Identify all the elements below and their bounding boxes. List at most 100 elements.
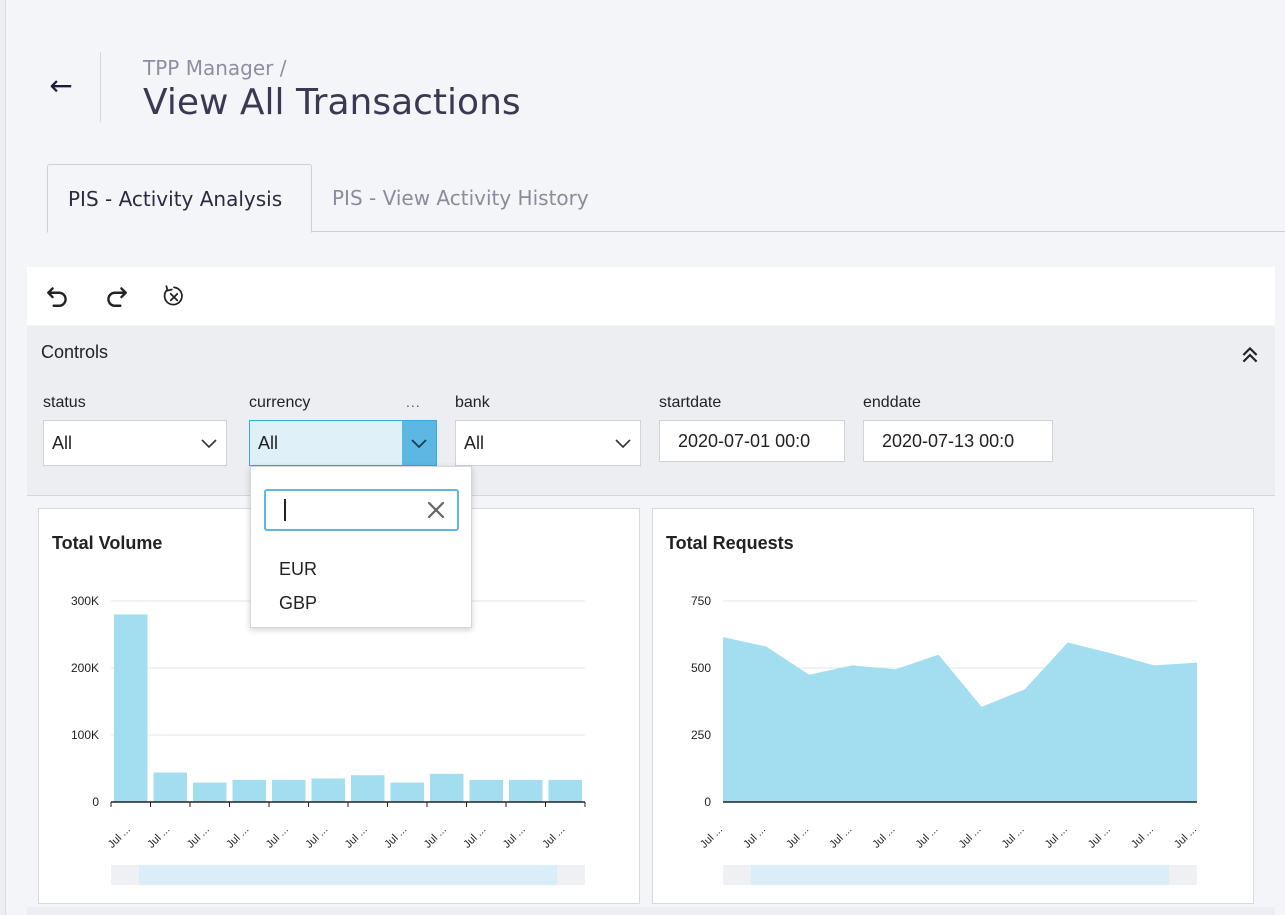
bar bbox=[509, 779, 543, 802]
x-tick-label: Jul ... bbox=[264, 824, 291, 851]
range-slider-handle bbox=[751, 865, 1169, 885]
y-tick-label: 500 bbox=[691, 661, 711, 675]
arrow-left-icon: ← bbox=[49, 68, 73, 102]
reset-button[interactable] bbox=[157, 279, 191, 313]
x-tick-label: Jul ... bbox=[698, 824, 725, 851]
bar bbox=[114, 614, 148, 802]
bar bbox=[272, 779, 306, 802]
chart-title: Total Volume bbox=[52, 533, 163, 553]
x-tick-label: Jul ... bbox=[145, 824, 172, 851]
bank-label: bank bbox=[455, 394, 490, 411]
currency-value: All bbox=[258, 432, 279, 453]
bar bbox=[153, 772, 187, 802]
page-title: View All Transactions bbox=[143, 82, 521, 123]
y-tick-label: 250 bbox=[691, 728, 711, 742]
redo-button[interactable] bbox=[99, 279, 133, 313]
enddate-label: enddate bbox=[863, 394, 921, 411]
area-series bbox=[723, 637, 1197, 802]
y-tick-label: 300K bbox=[71, 594, 99, 608]
reset-icon bbox=[163, 285, 183, 306]
x-tick-label: Jul ... bbox=[1000, 824, 1027, 851]
y-tick-label: 100K bbox=[71, 728, 99, 742]
text-caret bbox=[284, 499, 286, 521]
status-value: All bbox=[52, 432, 73, 453]
currency-control: currency All bbox=[249, 394, 437, 466]
x-tick-label: Jul ... bbox=[343, 824, 370, 851]
bank-control: bank All bbox=[455, 394, 641, 466]
x-tick-label: Jul ... bbox=[501, 824, 528, 851]
x-tick-label: Jul ... bbox=[540, 824, 567, 851]
tab-activity-analysis[interactable]: PIS - Activity Analysis bbox=[47, 164, 312, 233]
y-tick-label: 200K bbox=[71, 661, 99, 675]
y-tick-label: 0 bbox=[92, 795, 99, 809]
status-select[interactable]: All bbox=[43, 420, 227, 466]
bar bbox=[351, 775, 385, 802]
y-tick-label: 750 bbox=[691, 594, 711, 608]
bar bbox=[232, 779, 266, 802]
x-tick-label: Jul ... bbox=[382, 824, 409, 851]
x-tick-label: Jul ... bbox=[784, 824, 811, 851]
startdate-input[interactable]: 2020-07-01 00:0 bbox=[659, 420, 845, 462]
x-tick-label: Jul ... bbox=[1129, 824, 1156, 851]
y-tick-label: 0 bbox=[704, 795, 711, 809]
header-divider bbox=[100, 52, 101, 122]
status-control: status All bbox=[43, 394, 227, 466]
currency-select[interactable]: All bbox=[249, 420, 437, 466]
chart-title: Total Requests bbox=[666, 533, 794, 553]
x-tick-label: Jul ... bbox=[224, 824, 251, 851]
bar bbox=[469, 779, 503, 802]
x-tick-label: Jul ... bbox=[1086, 824, 1113, 851]
chevron-down-icon bbox=[606, 421, 640, 465]
startdate-label: startdate bbox=[659, 394, 722, 411]
chevron-down-icon bbox=[192, 421, 226, 465]
undo-icon bbox=[47, 287, 67, 307]
tab-bar: PIS - Activity Analysis PIS - View Activ… bbox=[47, 164, 1285, 233]
enddate-input[interactable]: 2020-07-13 00:0 bbox=[863, 420, 1053, 462]
bar bbox=[390, 782, 424, 802]
currency-option-eur[interactable]: EUR bbox=[279, 559, 318, 579]
x-tick-label: Jul ... bbox=[185, 824, 212, 851]
bank-value: All bbox=[464, 432, 485, 453]
close-icon[interactable] bbox=[423, 497, 449, 523]
bar bbox=[311, 778, 345, 802]
chevron-down-icon bbox=[402, 421, 436, 465]
tab-view-activity-history[interactable]: PIS - View Activity History bbox=[332, 186, 589, 210]
breadcrumb[interactable]: TPP Manager / bbox=[143, 56, 287, 80]
total-volume-svg: 300K 200K 100K 0 Jul ... Jul ... Jul ... Jul ..… bbox=[71, 594, 586, 885]
currency-option-gbp[interactable]: GBP bbox=[279, 593, 318, 613]
enddate-control: enddate 2020-07-13 00:0 bbox=[863, 394, 1053, 462]
undo-button[interactable] bbox=[41, 279, 75, 313]
range-slider-handle bbox=[139, 865, 557, 885]
x-tick-label: Jul ... bbox=[957, 824, 984, 851]
startdate-control: startdate 2020-07-01 00:0 bbox=[659, 394, 845, 462]
redo-icon bbox=[107, 287, 127, 307]
x-tick-label: Jul ... bbox=[461, 824, 488, 851]
bar bbox=[548, 779, 582, 802]
x-tick-label: Jul ... bbox=[422, 824, 449, 851]
currency-label: currency bbox=[249, 394, 311, 411]
page-header: ← TPP Manager / View All Transactions bbox=[40, 48, 521, 123]
x-tick-label: Jul ... bbox=[913, 824, 940, 851]
controls-panel: Controls status All currency All ... ban… bbox=[27, 326, 1275, 496]
bottom-strip bbox=[27, 907, 1275, 915]
left-border bbox=[0, 0, 6, 915]
x-tick-label: Jul ... bbox=[870, 824, 897, 851]
controls-title: Controls bbox=[41, 342, 109, 362]
total-requests-chart: Total Requests 750 500 250 0 Jul ... Jul ... J… bbox=[652, 508, 1254, 904]
currency-dropdown: EUR GBP bbox=[250, 466, 472, 628]
bar bbox=[193, 782, 227, 802]
bank-select[interactable]: All bbox=[455, 420, 641, 466]
x-tick-label: Jul ... bbox=[1043, 824, 1070, 851]
currency-search-input[interactable] bbox=[264, 489, 459, 531]
currency-more-icon[interactable]: ... bbox=[406, 394, 421, 410]
x-tick-label: Jul ... bbox=[1172, 824, 1199, 851]
total-requests-svg: 750 500 250 0 Jul ... Jul ... Jul ... Jul ... Ju… bbox=[691, 594, 1199, 885]
x-tick-label: Jul ... bbox=[303, 824, 330, 851]
x-tick-label: Jul ... bbox=[106, 824, 133, 851]
toolbar bbox=[27, 267, 1275, 325]
x-tick-label: Jul ... bbox=[741, 824, 768, 851]
double-chevron-up-icon[interactable] bbox=[1239, 344, 1261, 366]
back-button[interactable]: ← bbox=[40, 48, 82, 122]
bar bbox=[430, 773, 464, 802]
status-label: status bbox=[43, 394, 86, 411]
